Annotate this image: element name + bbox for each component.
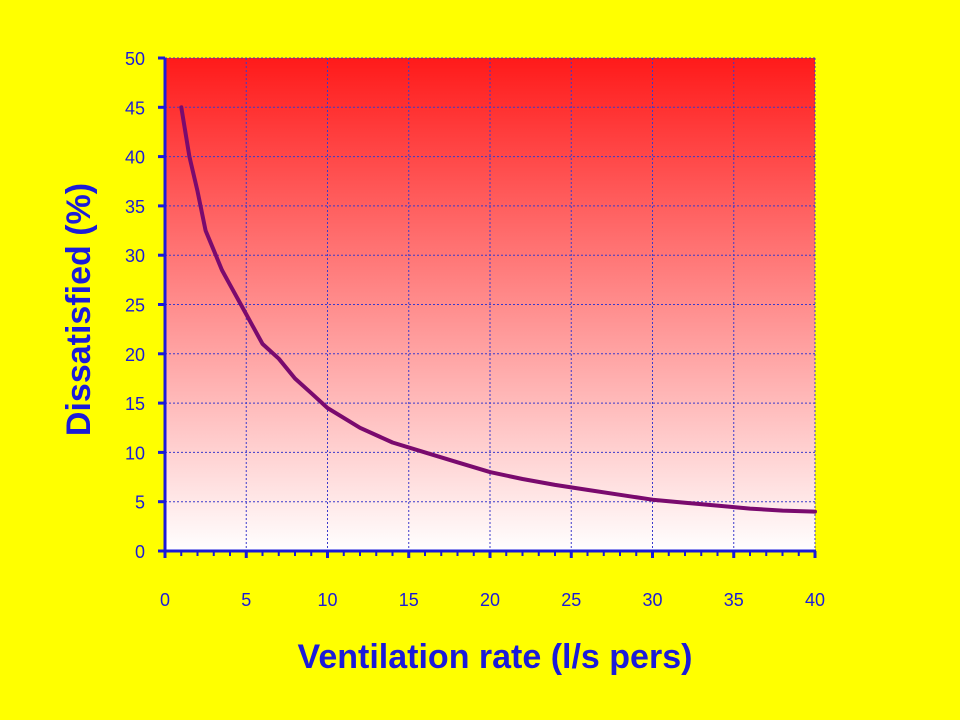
x-tick-label: 5 [241, 590, 251, 610]
y-tick-label: 50 [125, 49, 145, 69]
y-tick-label: 25 [125, 296, 145, 316]
x-tick-label: 10 [317, 590, 337, 610]
y-tick-label: 0 [135, 542, 145, 562]
x-tick-label: 15 [399, 590, 419, 610]
gridlines [165, 57, 816, 551]
x-tick-label: 20 [480, 590, 500, 610]
series-line-0 [179, 105, 817, 514]
series-layer [179, 105, 817, 514]
x-tick-label: 0 [160, 590, 170, 610]
x-tick-label: 25 [561, 590, 581, 610]
x-tick-label: 35 [724, 590, 744, 610]
tick-labels: 0 5 10 15 20 25 30 35 40 0 5 10 15 20 25 30 35 40 45 50 [125, 49, 825, 610]
y-tick-label: 40 [125, 148, 145, 168]
y-tick-label: 30 [125, 246, 145, 266]
y-tick-label: 15 [125, 394, 145, 414]
y-tick-label: 10 [125, 443, 145, 463]
y-axis-title: Dissatisfied (%) [60, 183, 98, 436]
x-axis-title: Ventilation rate (l/s pers) [298, 638, 693, 676]
x-tick-label: 40 [805, 590, 825, 610]
y-tick-label: 45 [125, 98, 145, 118]
y-tick-label: 5 [135, 493, 145, 513]
y-tick-label: 20 [125, 345, 145, 365]
y-tick-label: 35 [125, 197, 145, 217]
x-tick-label: 30 [642, 590, 662, 610]
axes [158, 56, 817, 558]
